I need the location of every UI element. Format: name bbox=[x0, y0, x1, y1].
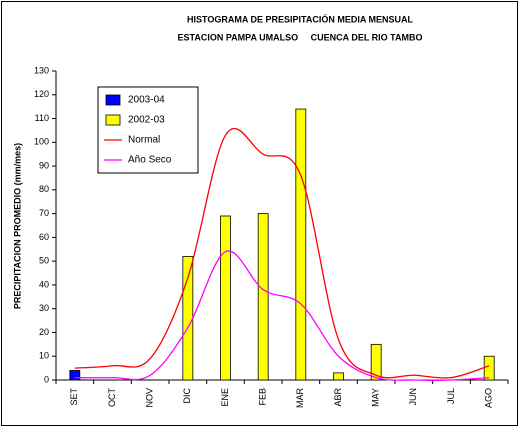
x-tick-label: NOV bbox=[145, 388, 155, 408]
x-tick-label: ABR bbox=[333, 388, 343, 407]
x-tick-label: MAR bbox=[295, 388, 305, 409]
bar bbox=[295, 108, 307, 381]
bar bbox=[69, 370, 81, 381]
x-tick-label: MAY bbox=[371, 388, 381, 407]
legend-label: 2002-03 bbox=[128, 115, 165, 126]
y-tick-label: 0 bbox=[44, 374, 49, 384]
x-tick-label: FEB bbox=[258, 388, 268, 406]
x-tick-label: ENE bbox=[220, 388, 230, 407]
y-tick-label: 70 bbox=[39, 208, 49, 218]
x-tick-label: AGO bbox=[484, 388, 494, 408]
y-tick-label: 10 bbox=[39, 351, 49, 361]
bar bbox=[182, 255, 194, 381]
bar bbox=[333, 372, 344, 381]
bar bbox=[370, 343, 382, 381]
chart-title: HISTOGRAMA DE PRESIPITACIÓN MEDIA MENSUA… bbox=[187, 13, 414, 24]
y-tick-label: 50 bbox=[39, 256, 49, 266]
y-tick-label: 80 bbox=[39, 184, 49, 194]
y-tick-label: 120 bbox=[34, 89, 49, 99]
legend-label: Año Seco bbox=[128, 155, 172, 166]
y-tick-label: 130 bbox=[34, 65, 49, 75]
legend-swatch bbox=[105, 114, 121, 126]
y-tick-label: 100 bbox=[34, 137, 49, 147]
x-tick-label: SET bbox=[69, 388, 79, 406]
y-tick-label: 30 bbox=[39, 303, 49, 313]
bar bbox=[220, 215, 231, 381]
x-tick-label: OCT bbox=[107, 388, 117, 408]
y-tick-label: 110 bbox=[35, 113, 49, 123]
chart-subtitle: ESTACION PAMPA UMALSO CUENCA DEL RIO TAM… bbox=[178, 32, 423, 42]
legend-swatch bbox=[105, 94, 121, 106]
y-tick-label: 90 bbox=[39, 160, 49, 170]
line bbox=[74, 127, 490, 379]
bar bbox=[257, 213, 269, 381]
y-tick-label: 60 bbox=[39, 232, 49, 242]
x-tick-label: DIC bbox=[182, 388, 192, 404]
y-tick-label: 20 bbox=[39, 327, 49, 337]
y-axis-label: PRECIPITACION PROMEDIO (mm/mes) bbox=[12, 143, 22, 309]
x-tick-label: JUN bbox=[408, 388, 418, 406]
x-tick-label: JUL bbox=[446, 388, 456, 404]
legend-label: Normal bbox=[128, 135, 160, 146]
y-tick-label: 40 bbox=[39, 279, 49, 289]
legend-label: 2003-04 bbox=[128, 95, 165, 106]
line bbox=[74, 250, 490, 381]
bar bbox=[483, 355, 495, 381]
